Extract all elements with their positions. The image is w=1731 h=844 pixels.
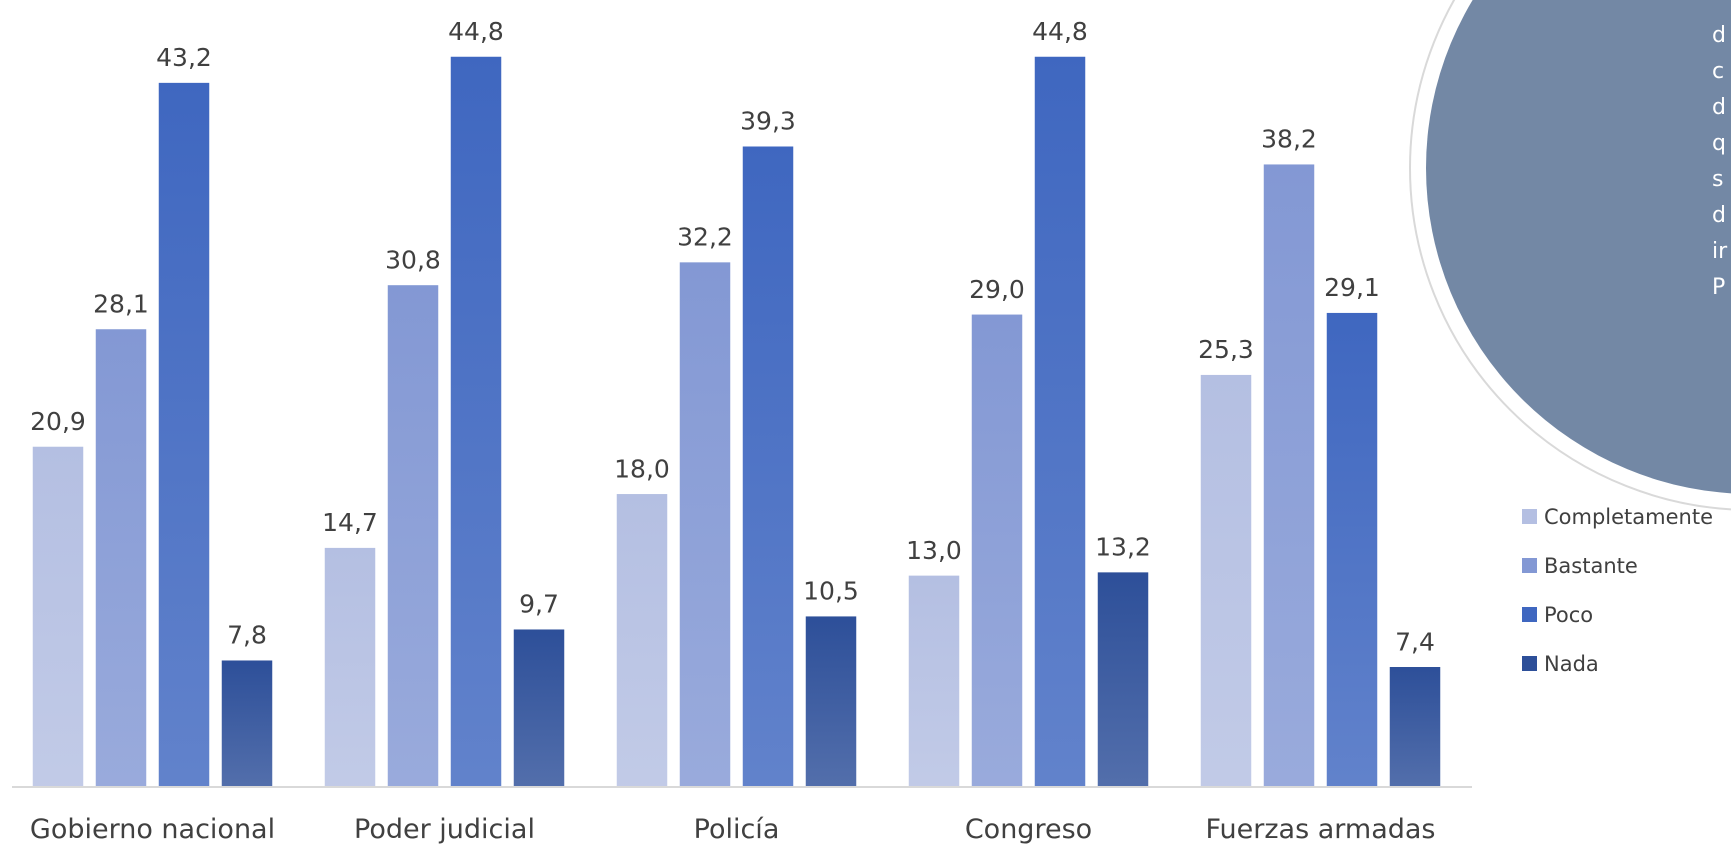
callout-text-line-7: P xyxy=(1712,275,1725,300)
bar-3-2 xyxy=(1033,55,1087,788)
value-label-1-0: 14,7 xyxy=(322,508,378,537)
legend-item-0: Completamente xyxy=(1544,505,1713,529)
callout-inner-disc xyxy=(1426,0,1731,494)
value-label-4-2: 29,1 xyxy=(1324,273,1380,302)
bar-1-0 xyxy=(323,546,377,788)
callout-text-line-6: ir xyxy=(1712,239,1728,264)
value-label-0-0: 20,9 xyxy=(30,407,86,436)
legend-item-3: Nada xyxy=(1544,652,1599,676)
bar-4-2 xyxy=(1325,311,1379,788)
legend-item-1: Bastante xyxy=(1544,554,1638,578)
bar-3-0 xyxy=(907,574,961,788)
category-label-2: Policía xyxy=(694,814,780,844)
bar-2-2 xyxy=(741,144,795,788)
value-label-2-2: 39,3 xyxy=(740,107,796,136)
value-label-3-1: 29,0 xyxy=(969,275,1025,304)
value-label-2-3: 10,5 xyxy=(803,577,859,606)
callout-text-line-0: d xyxy=(1712,23,1726,48)
callout-text-line-4: s xyxy=(1712,167,1723,192)
bar-1-1 xyxy=(386,283,440,788)
category-label-0: Gobierno nacional xyxy=(30,814,275,844)
bar-0-3 xyxy=(220,658,274,788)
bar-4-3 xyxy=(1388,665,1442,788)
bar-0-0 xyxy=(31,445,85,788)
legend-swatch-2 xyxy=(1522,607,1537,622)
bar-3-3 xyxy=(1096,570,1150,788)
callout-outer-ring xyxy=(1409,0,1731,511)
legend-item-2: Poco xyxy=(1544,603,1593,627)
bar-4-0 xyxy=(1199,373,1253,788)
callout-text-line-2: d xyxy=(1712,95,1726,120)
value-label-3-2: 44,8 xyxy=(1032,17,1088,46)
bar-2-3 xyxy=(804,614,858,788)
bar-1-3 xyxy=(512,627,566,788)
value-label-4-1: 38,2 xyxy=(1261,125,1317,154)
bar-2-1 xyxy=(678,260,732,788)
value-label-4-3: 7,4 xyxy=(1395,627,1435,656)
value-label-0-2: 43,2 xyxy=(156,43,212,72)
value-label-3-3: 13,2 xyxy=(1095,533,1151,562)
legend-swatch-1 xyxy=(1522,558,1537,573)
bar-4-1 xyxy=(1262,162,1316,788)
value-label-2-0: 18,0 xyxy=(614,454,670,483)
bar-0-1 xyxy=(94,327,148,788)
callout-text-line-3: q xyxy=(1712,131,1726,156)
category-label-1: Poder judicial xyxy=(354,814,535,844)
value-label-3-0: 13,0 xyxy=(906,536,962,565)
value-label-0-3: 7,8 xyxy=(227,621,267,650)
value-label-0-1: 28,1 xyxy=(93,289,149,318)
bar-2-0 xyxy=(615,492,669,788)
bar-0-2 xyxy=(157,81,211,788)
category-label-4: Fuerzas armadas xyxy=(1205,814,1435,844)
category-label-3: Congreso xyxy=(965,814,1092,844)
bar-1-2 xyxy=(449,55,503,788)
callout-text-line-5: d xyxy=(1712,203,1726,228)
value-label-1-2: 44,8 xyxy=(448,17,504,46)
legend-swatch-3 xyxy=(1522,656,1537,671)
bar-3-1 xyxy=(970,313,1024,788)
legend-swatch-0 xyxy=(1522,509,1537,524)
value-label-4-0: 25,3 xyxy=(1198,335,1254,364)
callout-text-line-1: c xyxy=(1712,59,1724,84)
value-label-2-1: 32,2 xyxy=(677,223,733,252)
value-label-1-1: 30,8 xyxy=(385,245,441,274)
value-label-1-3: 9,7 xyxy=(519,590,559,619)
